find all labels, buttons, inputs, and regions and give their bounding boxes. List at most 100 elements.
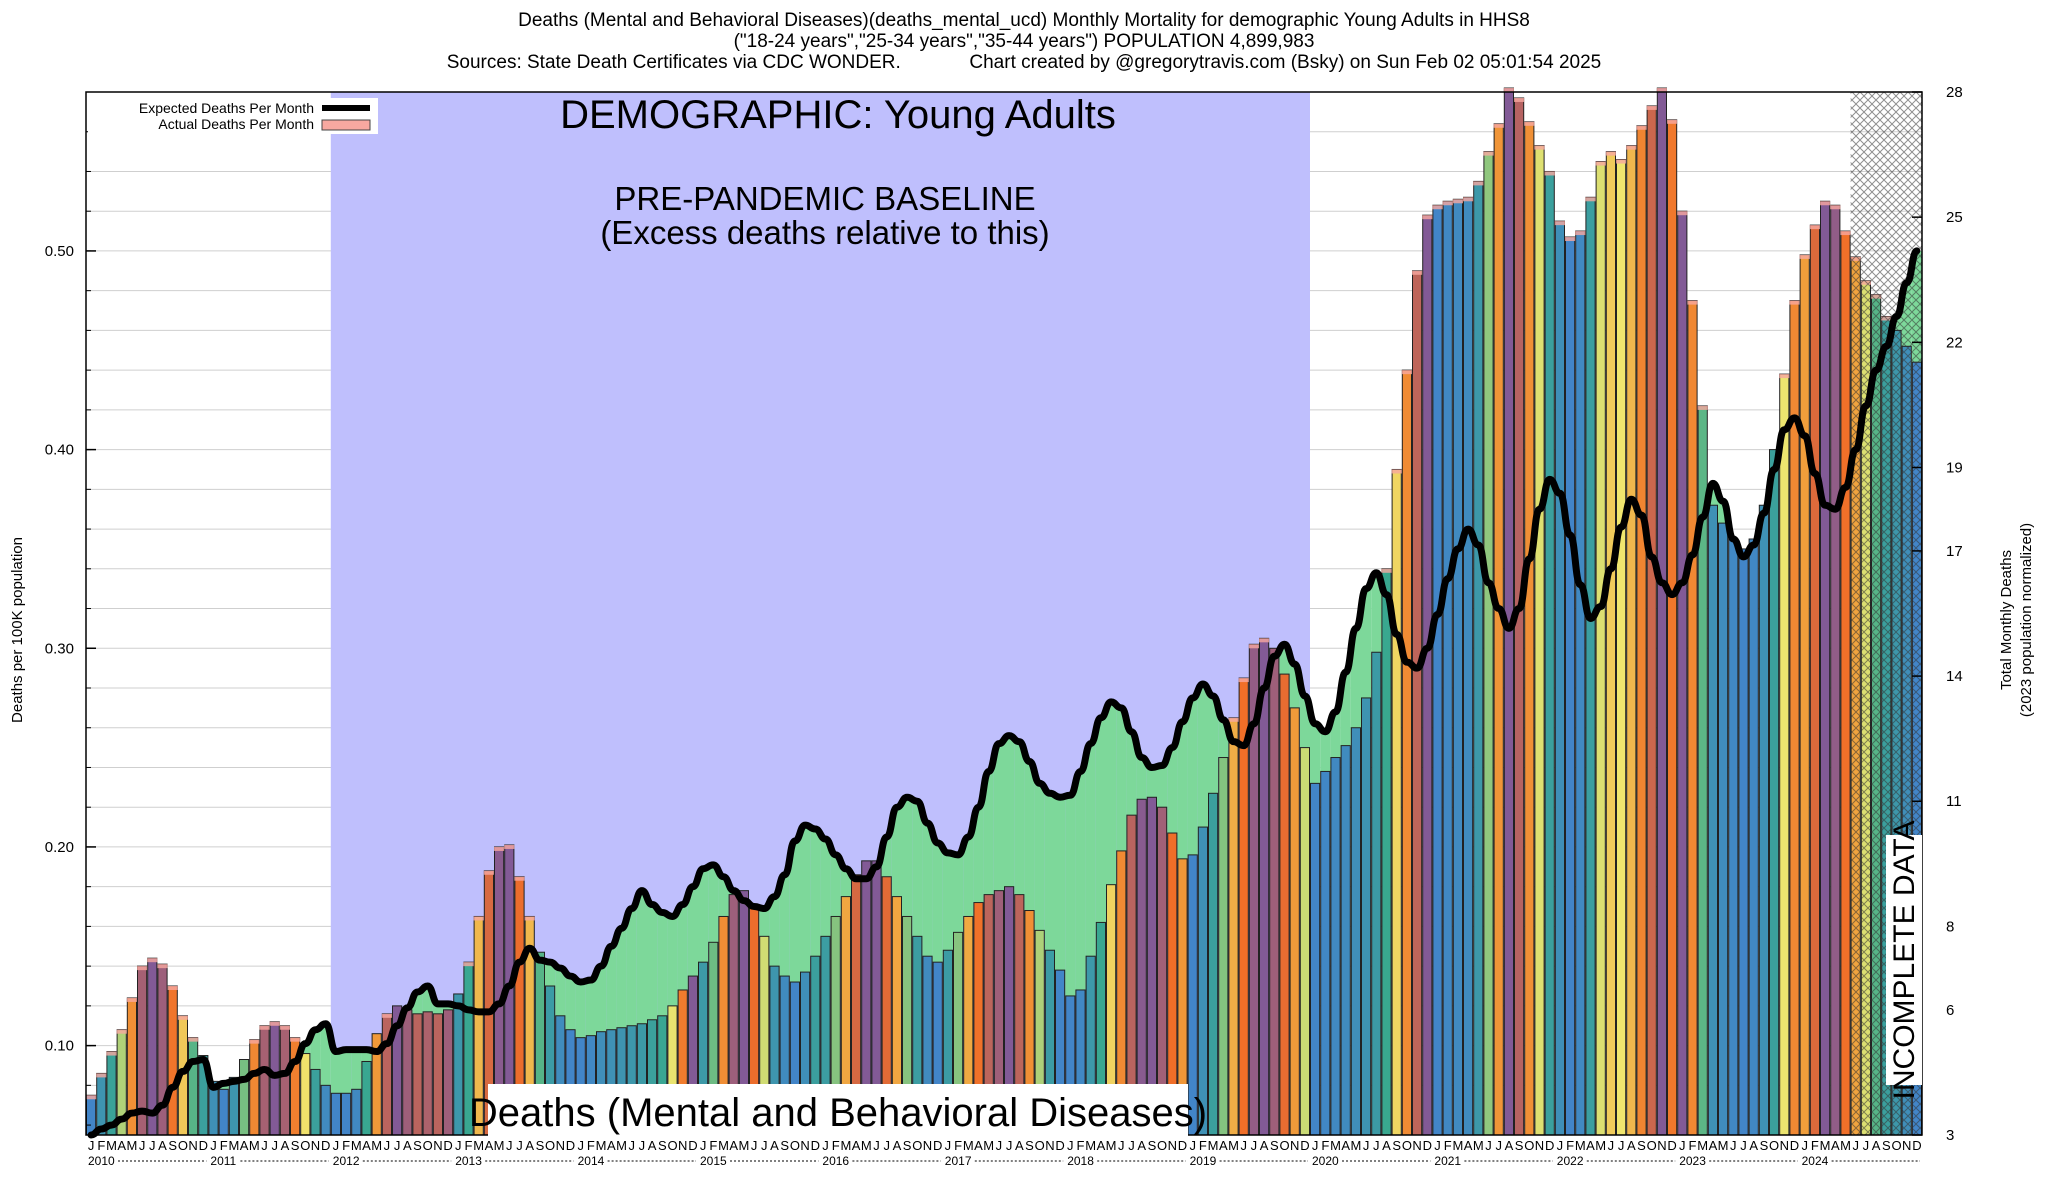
month-tick-label: M	[1473, 1138, 1484, 1153]
actual-bar	[320, 1084, 331, 1136]
deficit-segment	[361, 1049, 372, 1062]
month-tick-label: A	[1627, 1138, 1636, 1153]
excess-cap	[1534, 145, 1545, 150]
year-label: 2022	[1557, 1154, 1584, 1168]
month-tick-label: M	[1452, 1138, 1463, 1153]
deficit-segment	[769, 896, 780, 967]
actual-bar	[1830, 204, 1841, 1136]
month-tick-label: N	[678, 1138, 687, 1153]
actual-bar	[310, 1068, 321, 1136]
excess-cap	[514, 876, 525, 881]
excess-cap	[483, 870, 494, 875]
actual-bar	[188, 1037, 199, 1136]
deficit-segment	[412, 991, 423, 1014]
actual-bar	[218, 1088, 229, 1136]
deficit-fill	[218, 250, 1922, 1094]
month-tick-label: J	[1852, 1138, 1859, 1153]
month-tick-label: A	[1831, 1138, 1840, 1153]
chart-title: Deaths (Mental and Behavioral Diseases)(…	[518, 10, 1530, 31]
month-tick-label: J	[1557, 1138, 1564, 1153]
month-tick-label: J	[1128, 1138, 1135, 1153]
deficit-segment	[310, 1029, 321, 1070]
actual-bar	[1585, 196, 1596, 1136]
deficit-segment	[1024, 761, 1035, 911]
right-tick-label: 28	[1946, 84, 1963, 101]
actual-bar	[1361, 697, 1372, 1136]
month-tick-label: A	[1341, 1138, 1350, 1153]
right-tick-label: 3	[1946, 1127, 1954, 1144]
legend: Expected Deaths Per Month Actual Deaths …	[88, 98, 378, 134]
excess-cap	[524, 916, 535, 921]
deficit-segment	[1044, 793, 1055, 951]
month-tick-label: N	[1168, 1138, 1177, 1153]
month-tick-label: S	[1270, 1138, 1279, 1153]
month-tick-label: O	[545, 1138, 555, 1153]
actual-bar	[1218, 757, 1229, 1136]
actual-bar	[1799, 254, 1810, 1136]
month-tick-label: S	[903, 1138, 912, 1153]
excess-cap	[1473, 181, 1484, 186]
right-tick-label: 14	[1946, 668, 1963, 685]
month-tick-label: F	[587, 1138, 595, 1153]
excess-cap	[1248, 644, 1259, 649]
actual-bar	[1820, 200, 1831, 1136]
month-tick-label: J	[1006, 1138, 1013, 1153]
excess-cap	[1422, 215, 1433, 220]
month-tick-label: M	[249, 1138, 260, 1153]
legend-actual-swatch	[321, 119, 371, 131]
month-tick-label: J	[883, 1138, 890, 1153]
actual-bar	[1534, 145, 1545, 1136]
month-tick-label: J	[1312, 1138, 1319, 1153]
month-tick-label: F	[1321, 1138, 1329, 1153]
actual-bar	[167, 985, 178, 1136]
month-tick-label: J	[577, 1138, 584, 1153]
month-tick-label: F	[220, 1138, 228, 1153]
excess-cap	[1442, 201, 1453, 206]
month-tick-label: M	[616, 1138, 627, 1153]
deficit-segment	[830, 854, 841, 917]
month-tick-label: M	[126, 1138, 137, 1153]
deficit-segment	[1340, 672, 1351, 746]
month-tick-label: F	[1077, 1138, 1085, 1153]
excess-cap	[1830, 205, 1841, 210]
month-tick-label: N	[433, 1138, 442, 1153]
month-tick-label: O	[667, 1138, 677, 1153]
month-tick-label: F	[1444, 1138, 1452, 1153]
month-tick-label: A	[240, 1138, 249, 1153]
month-tick-label: N	[556, 1138, 565, 1153]
actual-bar	[1432, 204, 1443, 1136]
month-tick-label: J	[261, 1138, 268, 1153]
actual-bar	[1310, 782, 1321, 1136]
excess-cap	[1605, 151, 1616, 156]
month-tick-label: J	[1495, 1138, 1502, 1153]
actual-bar	[1473, 180, 1484, 1136]
excess-cap	[381, 1013, 392, 1018]
excess-cap	[1687, 300, 1698, 305]
year-label: 2019	[1190, 1154, 1217, 1168]
actual-bar	[1320, 770, 1331, 1136]
deficit-segment	[351, 1049, 362, 1090]
month-tick-label: A	[1586, 1138, 1595, 1153]
deficit-segment	[657, 912, 668, 1016]
excess-cap	[1585, 197, 1596, 202]
month-tick-label: A	[607, 1138, 616, 1153]
actual-bar	[1626, 145, 1637, 1136]
deficit-segment	[810, 829, 821, 957]
month-tick-label: N	[188, 1138, 197, 1153]
month-tick-label: A	[1709, 1138, 1718, 1153]
actual-bar	[1605, 151, 1617, 1136]
actual-bar	[1840, 230, 1851, 1136]
month-tick-label: J	[1863, 1138, 1870, 1153]
month-tick-label: J	[1608, 1138, 1615, 1153]
month-tick-label: J	[333, 1138, 340, 1153]
month-tick-label: J	[1801, 1138, 1808, 1153]
actual-bar	[1687, 300, 1698, 1136]
deficit-segment	[973, 807, 984, 903]
month-tick-label: M	[1595, 1138, 1606, 1153]
excess-cap	[1636, 125, 1647, 130]
deficit-segment	[789, 840, 800, 983]
month-tick-label: J	[700, 1138, 707, 1153]
actual-bar	[1350, 727, 1362, 1136]
month-tick-label: J	[506, 1138, 513, 1153]
